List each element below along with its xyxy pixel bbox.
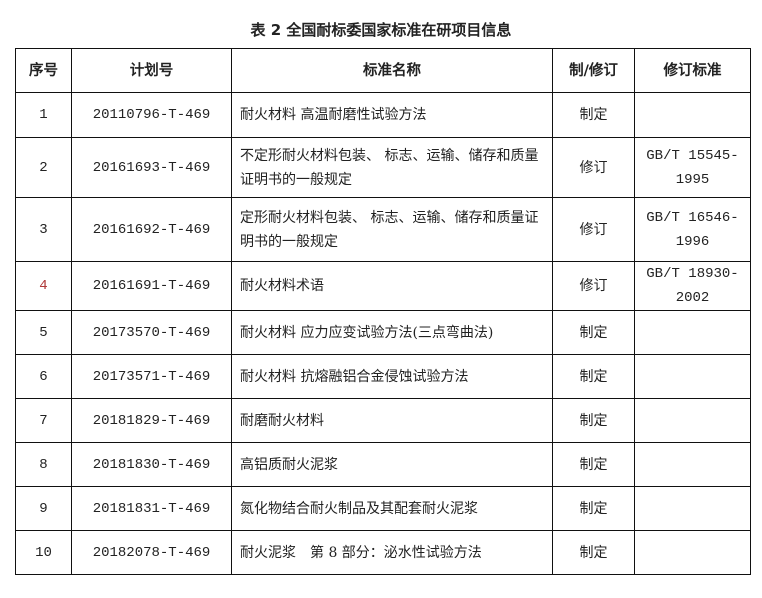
row-no: 10 <box>15 530 72 575</box>
header-type: 制/修订 <box>552 48 635 93</box>
row-no: 7 <box>15 398 72 443</box>
row-no: 6 <box>15 354 72 399</box>
row-no: 9 <box>15 486 72 531</box>
row-plan-number: 20161691-T-469 <box>71 261 232 311</box>
row-standard-name: 高铝质耐火泥浆 <box>231 442 553 487</box>
row-plan-number: 20181830-T-469 <box>71 442 232 487</box>
standards-table: 序号 计划号 标准名称 制/修订 修订标准 1 20110796-T-469 耐火材… <box>15 48 751 575</box>
row-plan-number: 20181829-T-469 <box>71 398 232 443</box>
row-type: 制定 <box>552 92 635 138</box>
row-plan-number: 20173571-T-469 <box>71 354 232 399</box>
row-plan-number: 20161692-T-469 <box>71 197 232 262</box>
table-row: 4 20161691-T-469 耐火材料术语 修订 GB/T 18930-2002 <box>15 261 751 311</box>
row-plan-number: 20181831-T-469 <box>71 486 232 531</box>
row-type: 制定 <box>552 398 635 443</box>
header-name: 标准名称 <box>231 48 553 93</box>
table-title: 表 2 全国耐标委国家标准在研项目信息 <box>250 21 512 39</box>
row-revised-standard: GB/T 15545-1995 <box>634 137 751 198</box>
row-standard-name: 耐火材料术语 <box>231 261 553 311</box>
row-standard-name: 耐火材料 抗熔融铝合金侵蚀试验方法 <box>231 354 553 399</box>
row-plan-number: 20161693-T-469 <box>71 137 232 198</box>
row-type: 修订 <box>552 197 635 262</box>
table-row: 8 20181830-T-469 高铝质耐火泥浆 制定 <box>15 442 751 487</box>
row-no: 4 <box>15 261 72 311</box>
row-revised-standard <box>634 354 751 399</box>
row-plan-number: 20110796-T-469 <box>71 92 232 138</box>
row-type: 制定 <box>552 530 635 575</box>
row-type: 修订 <box>552 261 635 311</box>
row-revised-standard <box>634 92 751 138</box>
table-row: 2 20161693-T-469 不定形耐火材料包装、 标志、运输、储存和质量证明书… <box>15 137 751 198</box>
table-row: 7 20181829-T-469 耐磨耐火材料 制定 <box>15 398 751 443</box>
row-revised-standard <box>634 310 751 355</box>
row-standard-name: 耐火材料 高温耐磨性试验方法 <box>231 92 553 138</box>
row-no: 2 <box>15 137 72 198</box>
row-type: 制定 <box>552 354 635 399</box>
header-plan: 计划号 <box>71 48 232 93</box>
row-type: 制定 <box>552 486 635 531</box>
table-row: 10 20182078-T-469 耐火泥浆 第 8 部分：泌水性试验方法 制定 <box>15 530 751 575</box>
row-standard-name: 不定形耐火材料包装、 标志、运输、储存和质量证明书的一般规定 <box>231 137 553 198</box>
header-no: 序号 <box>15 48 72 93</box>
table-row: 5 20173570-T-469 耐火材料 应力应变试验方法(三点弯曲法) 制定 <box>15 310 751 355</box>
row-revised-standard <box>634 442 751 487</box>
row-revised-standard <box>634 398 751 443</box>
table-row: 6 20173571-T-469 耐火材料 抗熔融铝合金侵蚀试验方法 制定 <box>15 354 751 399</box>
row-type: 修订 <box>552 137 635 198</box>
table-row: 3 20161692-T-469 定形耐火材料包装、 标志、运输、储存和质量证明书的… <box>15 197 751 262</box>
row-no: 3 <box>15 197 72 262</box>
row-no: 1 <box>15 92 72 138</box>
row-no: 5 <box>15 310 72 355</box>
row-standard-name: 耐火材料 应力应变试验方法(三点弯曲法) <box>231 310 553 355</box>
row-standard-name: 定形耐火材料包装、 标志、运输、储存和质量证明书的一般规定 <box>231 197 553 262</box>
row-standard-name: 氮化物结合耐火制品及其配套耐火泥浆 <box>231 486 553 531</box>
row-plan-number: 20182078-T-469 <box>71 530 232 575</box>
row-revised-standard: GB/T 18930-2002 <box>634 261 751 311</box>
row-standard-name: 耐火泥浆 第 8 部分：泌水性试验方法 <box>231 530 553 575</box>
row-no: 8 <box>15 442 72 487</box>
header-row: 序号 计划号 标准名称 制/修订 修订标准 <box>15 48 751 93</box>
row-revised-standard: GB/T 16546-1996 <box>634 197 751 262</box>
row-revised-standard <box>634 530 751 575</box>
row-type: 制定 <box>552 310 635 355</box>
table-row: 9 20181831-T-469 氮化物结合耐火制品及其配套耐火泥浆 制定 <box>15 486 751 531</box>
row-plan-number: 20173570-T-469 <box>71 310 232 355</box>
table-row: 1 20110796-T-469 耐火材料 高温耐磨性试验方法 制定 <box>15 92 751 138</box>
header-revised-std: 修订标准 <box>634 48 751 93</box>
row-revised-standard <box>634 486 751 531</box>
row-type: 制定 <box>552 442 635 487</box>
row-standard-name: 耐磨耐火材料 <box>231 398 553 443</box>
